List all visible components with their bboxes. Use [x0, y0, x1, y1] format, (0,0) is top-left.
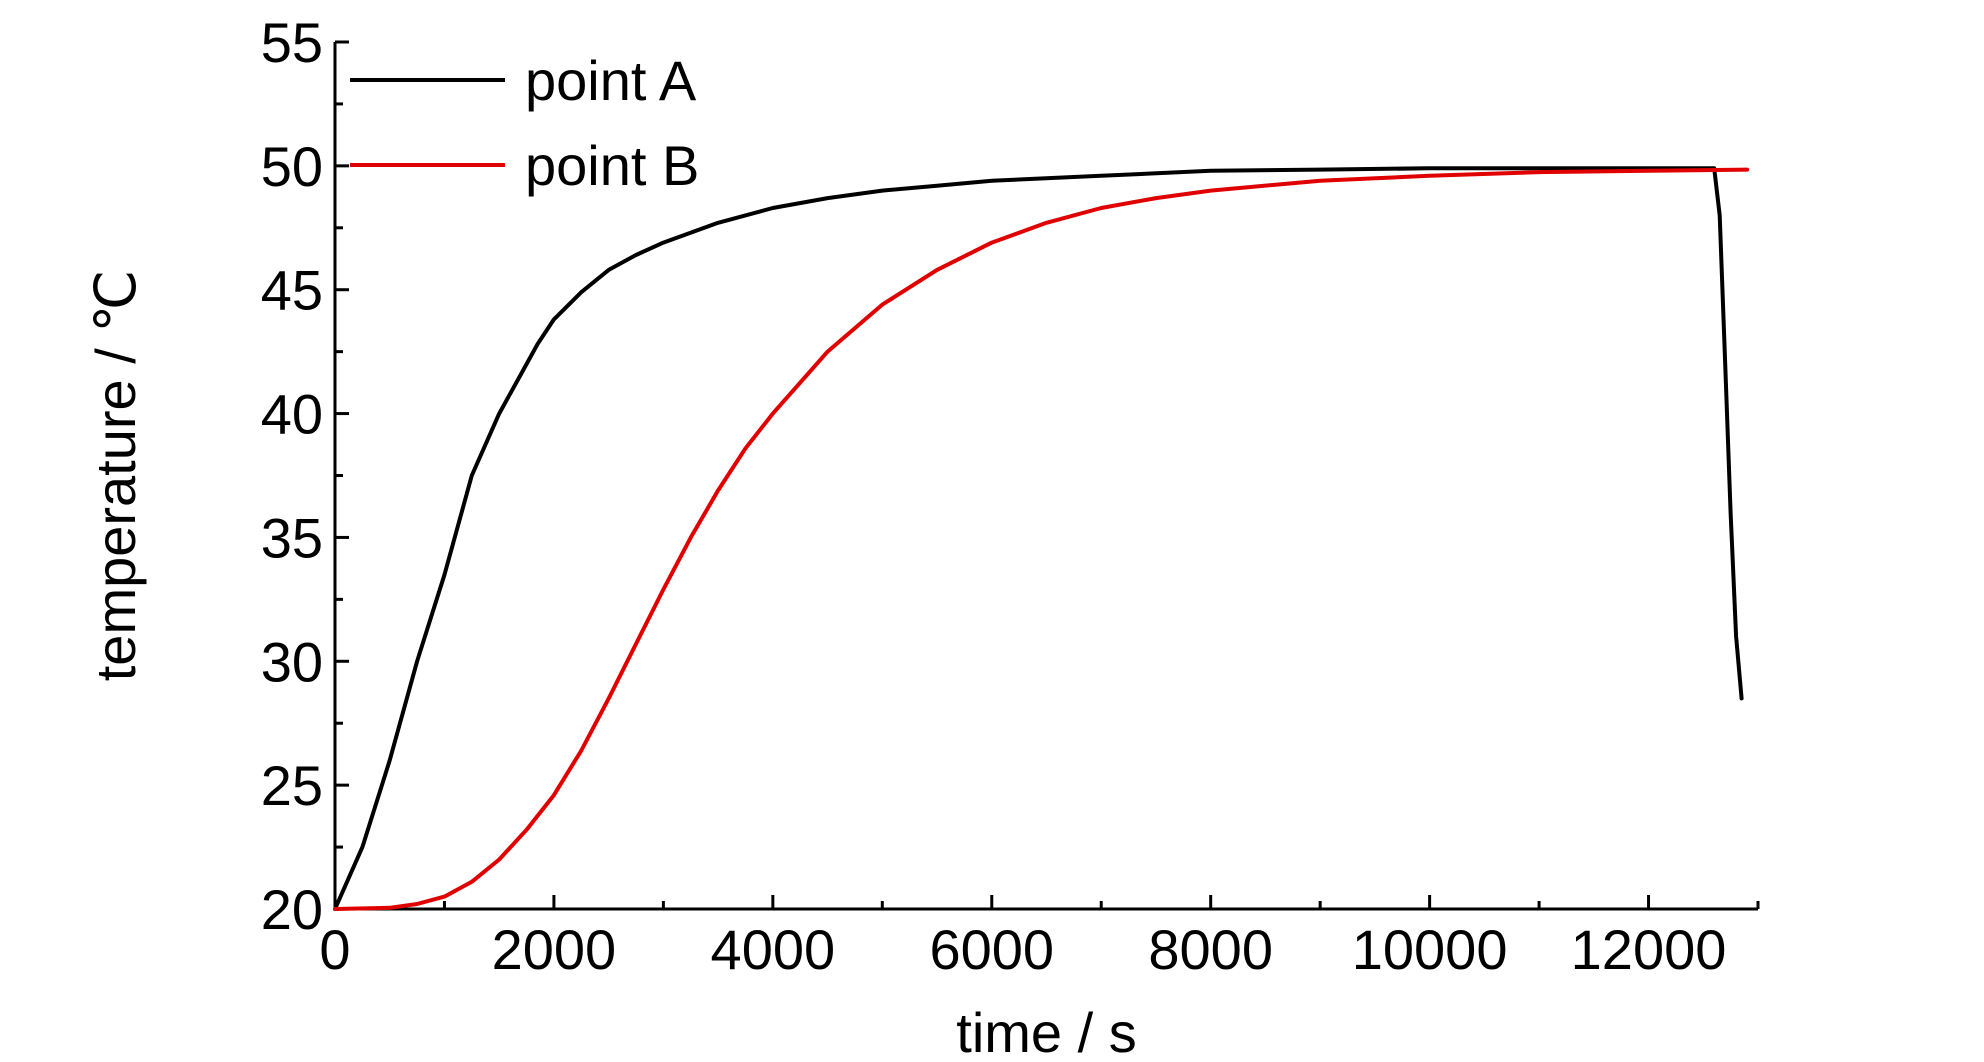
axes: 0 2000 4000 6000 8000 10000 12000 20 25 30 35 40 45 5… [261, 11, 1760, 981]
series-line-point-b [333, 167, 1750, 911]
y-tick-label: 25 [261, 754, 323, 817]
x-tick-label: 8000 [1148, 918, 1273, 981]
y-tick-label: 35 [261, 506, 323, 569]
legend-label: point A [525, 49, 697, 112]
x-axis-title: time / s [956, 1001, 1136, 1062]
y-axis-title: temperature / ℃ [84, 270, 147, 682]
y-tick-label: 50 [261, 135, 323, 198]
series-line-point-a [333, 166, 1744, 911]
legend: point A point B [350, 49, 699, 197]
x-tick-label: 4000 [711, 918, 836, 981]
y-tick-label: 55 [261, 11, 323, 74]
x-tick-label: 12000 [1571, 918, 1727, 981]
y-tick-label: 40 [261, 383, 323, 446]
y-tick-label: 30 [261, 630, 323, 693]
series-lines [333, 166, 1750, 911]
x-tick-label: 0 [319, 918, 350, 981]
x-tick-label: 10000 [1352, 918, 1508, 981]
y-tick-label: 45 [261, 259, 323, 322]
x-tick-label: 2000 [492, 918, 617, 981]
x-tick-label: 6000 [929, 918, 1054, 981]
y-tick-label: 20 [261, 878, 323, 941]
legend-label: point B [525, 134, 699, 197]
